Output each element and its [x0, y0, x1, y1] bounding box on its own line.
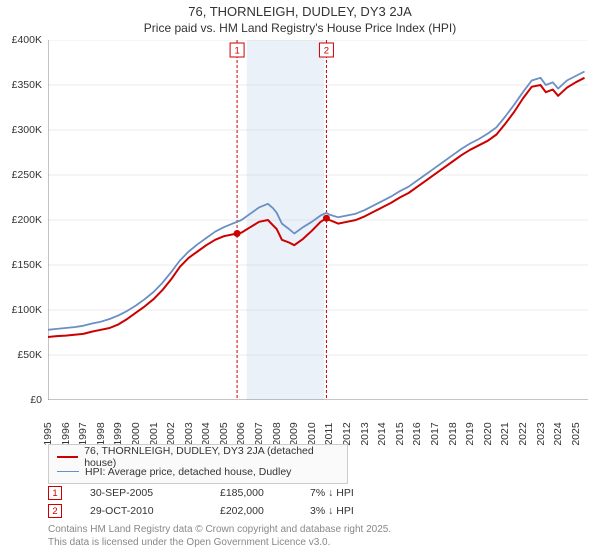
y-axis-tick-label: £100K — [12, 304, 42, 316]
x-axis-tick-label: 1995 — [42, 422, 54, 445]
x-axis-tick-label: 2016 — [411, 422, 423, 445]
x-axis-tick-label: 2007 — [253, 422, 265, 445]
x-axis-tick-label: 2012 — [341, 422, 353, 445]
y-axis-tick-label: £350K — [12, 79, 42, 91]
x-axis-tick-label: 1996 — [60, 422, 72, 445]
x-axis-tick-label: 2024 — [552, 422, 564, 445]
x-axis-tick-label: 2006 — [235, 422, 247, 445]
x-axis-tick-label: 2025 — [570, 422, 582, 445]
footer-line2: This data is licensed under the Open Gov… — [48, 537, 391, 550]
x-axis-tick-label: 2014 — [376, 422, 388, 445]
x-axis-tick-label: 2015 — [394, 422, 406, 445]
legend-label: HPI: Average price, detached house, Dudl… — [85, 466, 291, 478]
plot-area: 12 — [48, 40, 588, 400]
chart-title-line2: Price paid vs. HM Land Registry's House … — [0, 21, 600, 35]
marker-number: 1 — [48, 486, 62, 500]
y-axis-tick-label: £50K — [17, 349, 42, 361]
y-axis-tick-label: £300K — [12, 124, 42, 136]
x-axis-tick-label: 2009 — [288, 422, 300, 445]
x-axis-tick-label: 2000 — [130, 422, 142, 445]
x-axis-tick-label: 2010 — [306, 422, 318, 445]
plot-svg: 12 — [48, 40, 588, 400]
legend-swatch — [57, 471, 79, 472]
marker-hpi-comparison: 3% ↓ HPI — [310, 505, 400, 517]
y-axis-tick-label: £250K — [12, 169, 42, 181]
x-axis-tick-label: 2004 — [200, 422, 212, 445]
marker-date: 30-SEP-2005 — [90, 487, 220, 499]
x-axis-tick-label: 2013 — [359, 422, 371, 445]
x-axis-tick-label: 2001 — [148, 422, 160, 445]
marker-table: 1 30-SEP-2005£185,0007% ↓ HPI 2 29-OCT-2010… — [48, 484, 400, 520]
chart-container: 76, THORNLEIGH, DUDLEY, DY3 2JA Price pa… — [0, 0, 600, 560]
x-axis-tick-label: 2017 — [429, 422, 441, 445]
x-axis-tick-label: 2005 — [218, 422, 230, 445]
marker-hpi-comparison: 7% ↓ HPI — [310, 487, 400, 499]
footer-line1: Contains HM Land Registry data © Crown c… — [48, 524, 391, 537]
marker-date: 29-OCT-2010 — [90, 505, 220, 517]
y-axis-labels: £0£50K£100K£150K£200K£250K£300K£350K£400… — [0, 40, 44, 400]
x-axis-tick-label: 2021 — [499, 422, 511, 445]
x-axis-tick-label: 2020 — [482, 422, 494, 445]
marker-row: 1 30-SEP-2005£185,0007% ↓ HPI — [48, 484, 400, 502]
legend-swatch — [57, 456, 78, 458]
marker-price: £202,000 — [220, 505, 310, 517]
svg-text:2: 2 — [324, 46, 329, 57]
title-block: 76, THORNLEIGH, DUDLEY, DY3 2JA Price pa… — [0, 0, 600, 35]
y-axis-tick-label: £0 — [30, 394, 42, 406]
x-axis-labels: 1995199619971998199920002001200220032004… — [48, 400, 588, 440]
x-axis-tick-label: 1999 — [112, 422, 124, 445]
y-axis-tick-label: £400K — [12, 34, 42, 46]
marker-number: 2 — [48, 504, 62, 518]
footer: Contains HM Land Registry data © Crown c… — [48, 524, 391, 549]
y-axis-tick-label: £200K — [12, 214, 42, 226]
legend-row: 76, THORNLEIGH, DUDLEY, DY3 2JA (detache… — [57, 449, 339, 464]
marker-price: £185,000 — [220, 487, 310, 499]
legend-box: 76, THORNLEIGH, DUDLEY, DY3 2JA (detache… — [48, 444, 348, 484]
svg-text:1: 1 — [234, 46, 239, 57]
x-axis-tick-label: 2019 — [464, 422, 476, 445]
x-axis-tick-label: 2002 — [165, 422, 177, 445]
y-axis-tick-label: £150K — [12, 259, 42, 271]
x-axis-tick-label: 2011 — [323, 423, 335, 446]
chart-title-line1: 76, THORNLEIGH, DUDLEY, DY3 2JA — [0, 4, 600, 19]
x-axis-tick-label: 2008 — [271, 422, 283, 445]
marker-row: 2 29-OCT-2010£202,0003% ↓ HPI — [48, 502, 400, 520]
x-axis-tick-label: 2022 — [517, 422, 529, 445]
x-axis-tick-label: 1997 — [77, 422, 89, 445]
x-axis-tick-label: 2018 — [447, 422, 459, 445]
x-axis-tick-label: 1998 — [95, 422, 107, 445]
x-axis-tick-label: 2023 — [535, 422, 547, 445]
x-axis-tick-label: 2003 — [183, 422, 195, 445]
